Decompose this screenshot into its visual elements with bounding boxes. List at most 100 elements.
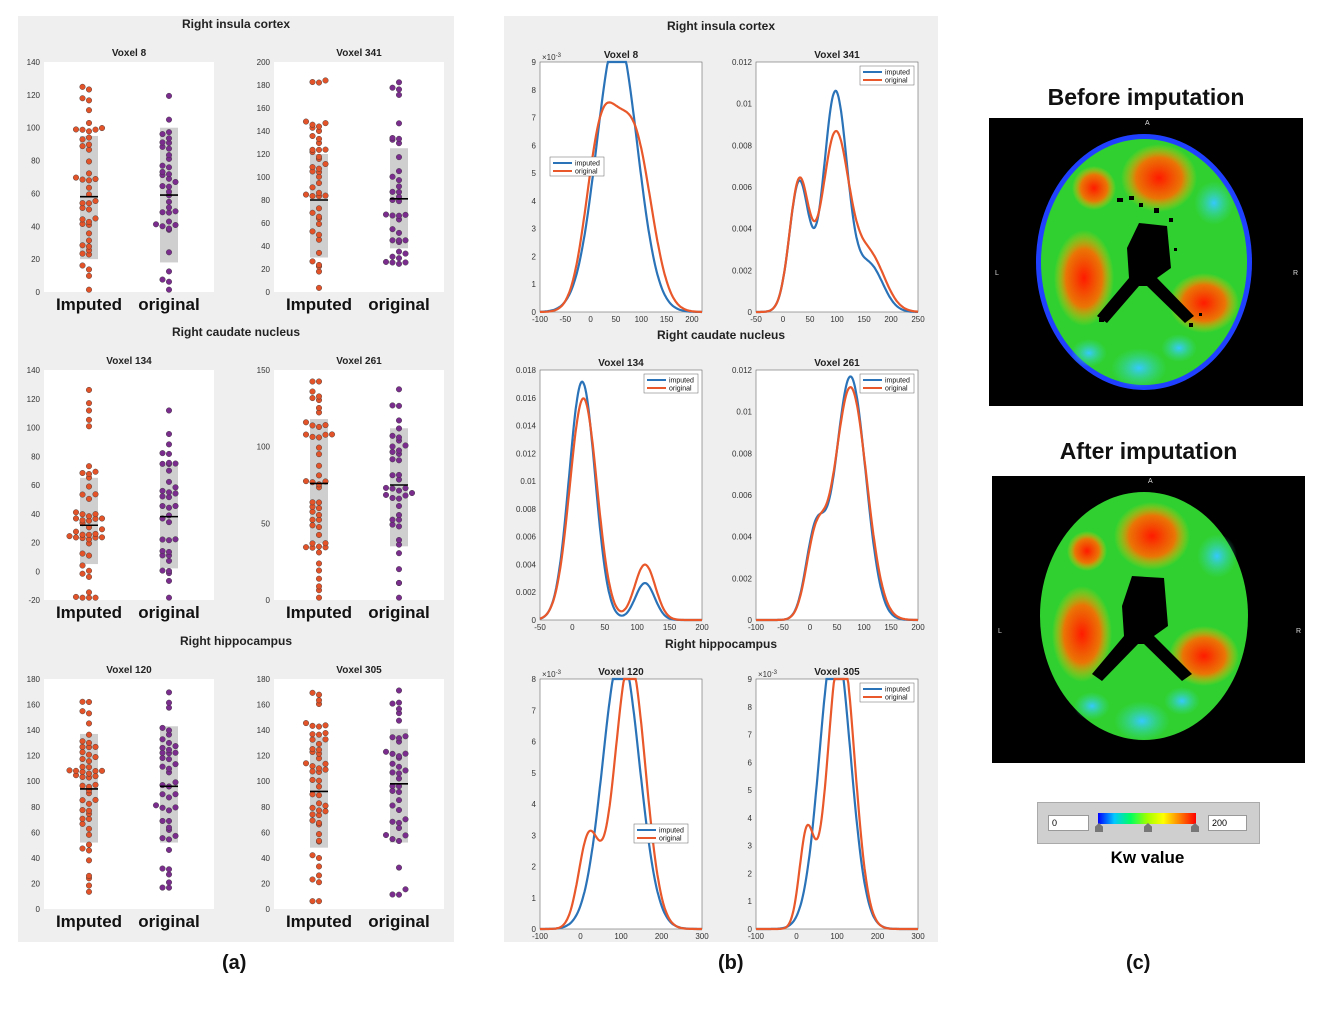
plot-area [539,678,703,930]
original-point [165,450,172,457]
imputed-point [316,511,323,518]
original-point [396,487,403,494]
category-label-imputed: Imputed [56,295,122,314]
density-title: Voxel 261 [814,358,860,369]
original-point [389,212,396,219]
imputed-point [316,249,323,256]
x-tick-label: 50 [611,315,620,324]
original-point [165,268,172,275]
swarm-plot-6: Voxel 305 0 20 40 60 80 100 120 140 160 180 Imputed… [257,665,444,931]
imputed-point [85,400,92,407]
imputed-point [303,760,310,767]
colorbar-min-handle[interactable] [1095,823,1103,832]
y-scale-factor: ×10-3 [758,670,778,679]
imputed-point [85,266,92,273]
imputed-point [316,691,323,698]
imputed-point [85,495,92,502]
imputed-point [316,831,323,838]
y-tick-label: 0.002 [732,574,753,583]
original-point [396,825,403,832]
original-point [165,871,172,878]
category-label-imputed: Imputed [286,295,352,314]
imputed-point [316,543,323,550]
imputed-point [92,754,99,761]
original-point [402,485,409,492]
x-tick-label: 50 [833,623,842,632]
legend-label: original [575,169,598,176]
y-tick-label: 140 [27,366,41,375]
original-point [159,493,166,500]
original-point [165,278,172,285]
density-plot-6: Voxel 305-100 0 100 200 3000123456789×10-3im… [748,667,926,941]
imputed-point [79,797,86,804]
swarm-title: Voxel 341 [336,48,382,59]
original-point [396,550,403,557]
original-point [165,537,172,544]
original-point [165,92,172,99]
original-point [159,209,166,216]
original-point [396,788,403,795]
imputed-point [316,434,323,441]
imputed-point [85,119,92,126]
density-plots-figure: Right insula cortex Right caudate nucleus… [516,19,926,941]
y-tick-label: 60 [31,828,40,837]
imputed-point [85,573,92,580]
imputed-point [309,768,316,775]
x-tick-label: 0 [781,315,786,324]
colorbar-mid-handle[interactable] [1144,823,1152,832]
imputed-point [85,206,92,213]
imputed-point [85,872,92,879]
imputed-point [309,804,316,811]
imputed-point [85,184,92,191]
imputed-point [309,388,316,395]
x-tick-label: -50 [560,315,572,324]
imputed-point [316,205,323,212]
legend-label: original [659,836,682,843]
original-point [396,594,403,601]
section-title-b-1: Right insula cortex [667,19,775,33]
x-tick-label: 0 [808,623,813,632]
original-point [396,91,403,98]
colorbar-min-field[interactable]: 0 [1048,815,1089,831]
original-point [389,700,396,707]
imputed-point [322,540,329,547]
imputed-point [309,228,316,235]
imputed-point [303,191,310,198]
imputed-point [79,773,86,780]
original-point [159,536,166,543]
original-point [165,704,172,711]
swarm-plot-5: Voxel 120 0 20 40 60 80 100 120 140 160 180 Imputed… [27,665,214,931]
y-tick-label: 140 [27,726,41,735]
original-point [165,504,172,511]
original-point [172,484,179,491]
original-point [396,537,403,544]
imputed-point [309,121,316,128]
y-tick-label: 160 [257,701,271,710]
original-point [152,221,159,228]
y-tick-label: 2 [748,869,753,878]
y-tick-label: 1 [532,894,537,903]
original-point [383,484,390,491]
section-title-b-3: Right hippocampus [665,637,777,651]
original-point [396,502,403,509]
colorbar-max-handle[interactable] [1191,823,1199,832]
imputed-point [316,451,323,458]
y-tick-label: 140 [27,58,41,67]
imputed-point [92,126,99,133]
y-tick-label: 60 [261,828,270,837]
original-point [172,832,179,839]
original-point [389,456,396,463]
y-tick-label: 0.004 [732,225,753,234]
x-tick-label: 0 [794,932,799,941]
imputed-point [79,738,86,745]
imputed-point [85,847,92,854]
y-tick-label: 0 [36,288,41,297]
colorbar-max-field[interactable]: 200 [1208,815,1247,831]
y-tick-label: 3 [532,831,537,840]
x-tick-label: 100 [614,932,628,941]
category-label-original: original [368,912,429,931]
imputed-point [316,807,323,814]
imputed-point [303,720,310,727]
imputed-point [316,777,323,784]
section-title-a-3: Right hippocampus [180,634,292,648]
